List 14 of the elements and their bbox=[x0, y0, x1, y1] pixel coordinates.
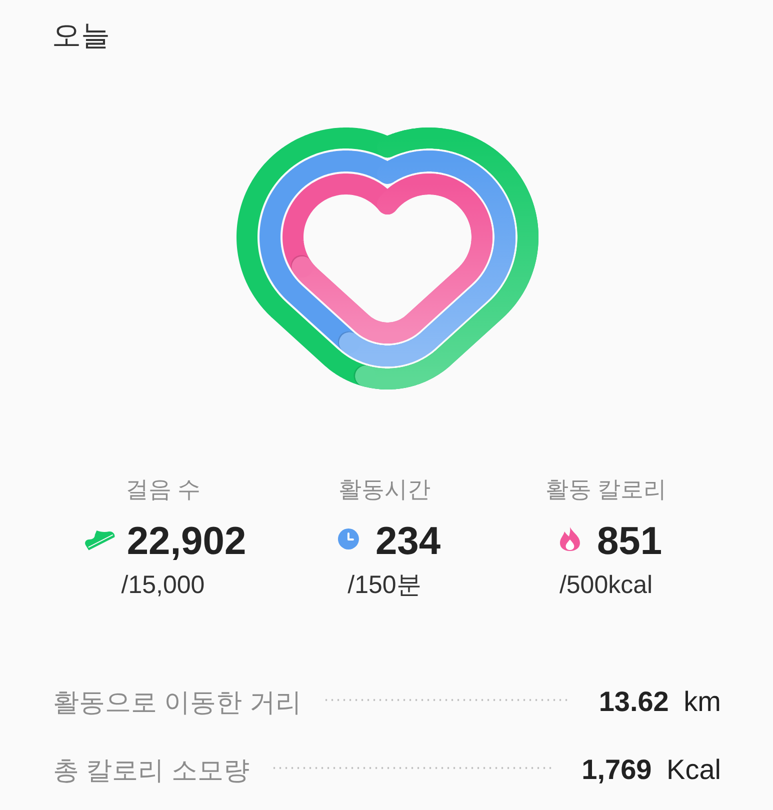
category-label: 활동시간 bbox=[338, 476, 430, 502]
text: 1,769 Kcal bbox=[582, 754, 721, 785]
text: 총 칼로리 소모량 bbox=[53, 755, 250, 785]
data-label: /500kcal bbox=[559, 571, 653, 599]
text: 13.62 km bbox=[598, 686, 721, 717]
data-label: 234 bbox=[375, 520, 441, 563]
data-label: /150분 bbox=[348, 571, 422, 599]
text: 활동으로 이동한 거리 bbox=[53, 687, 302, 717]
data-label: 22,902 bbox=[126, 520, 246, 563]
category-label: 걸음 수 bbox=[125, 476, 201, 502]
data-label: /15,000 bbox=[121, 571, 205, 599]
category-label: 활동 칼로리 bbox=[545, 476, 667, 502]
text: 오늘 bbox=[52, 20, 110, 52]
data-label: 851 bbox=[596, 520, 662, 563]
